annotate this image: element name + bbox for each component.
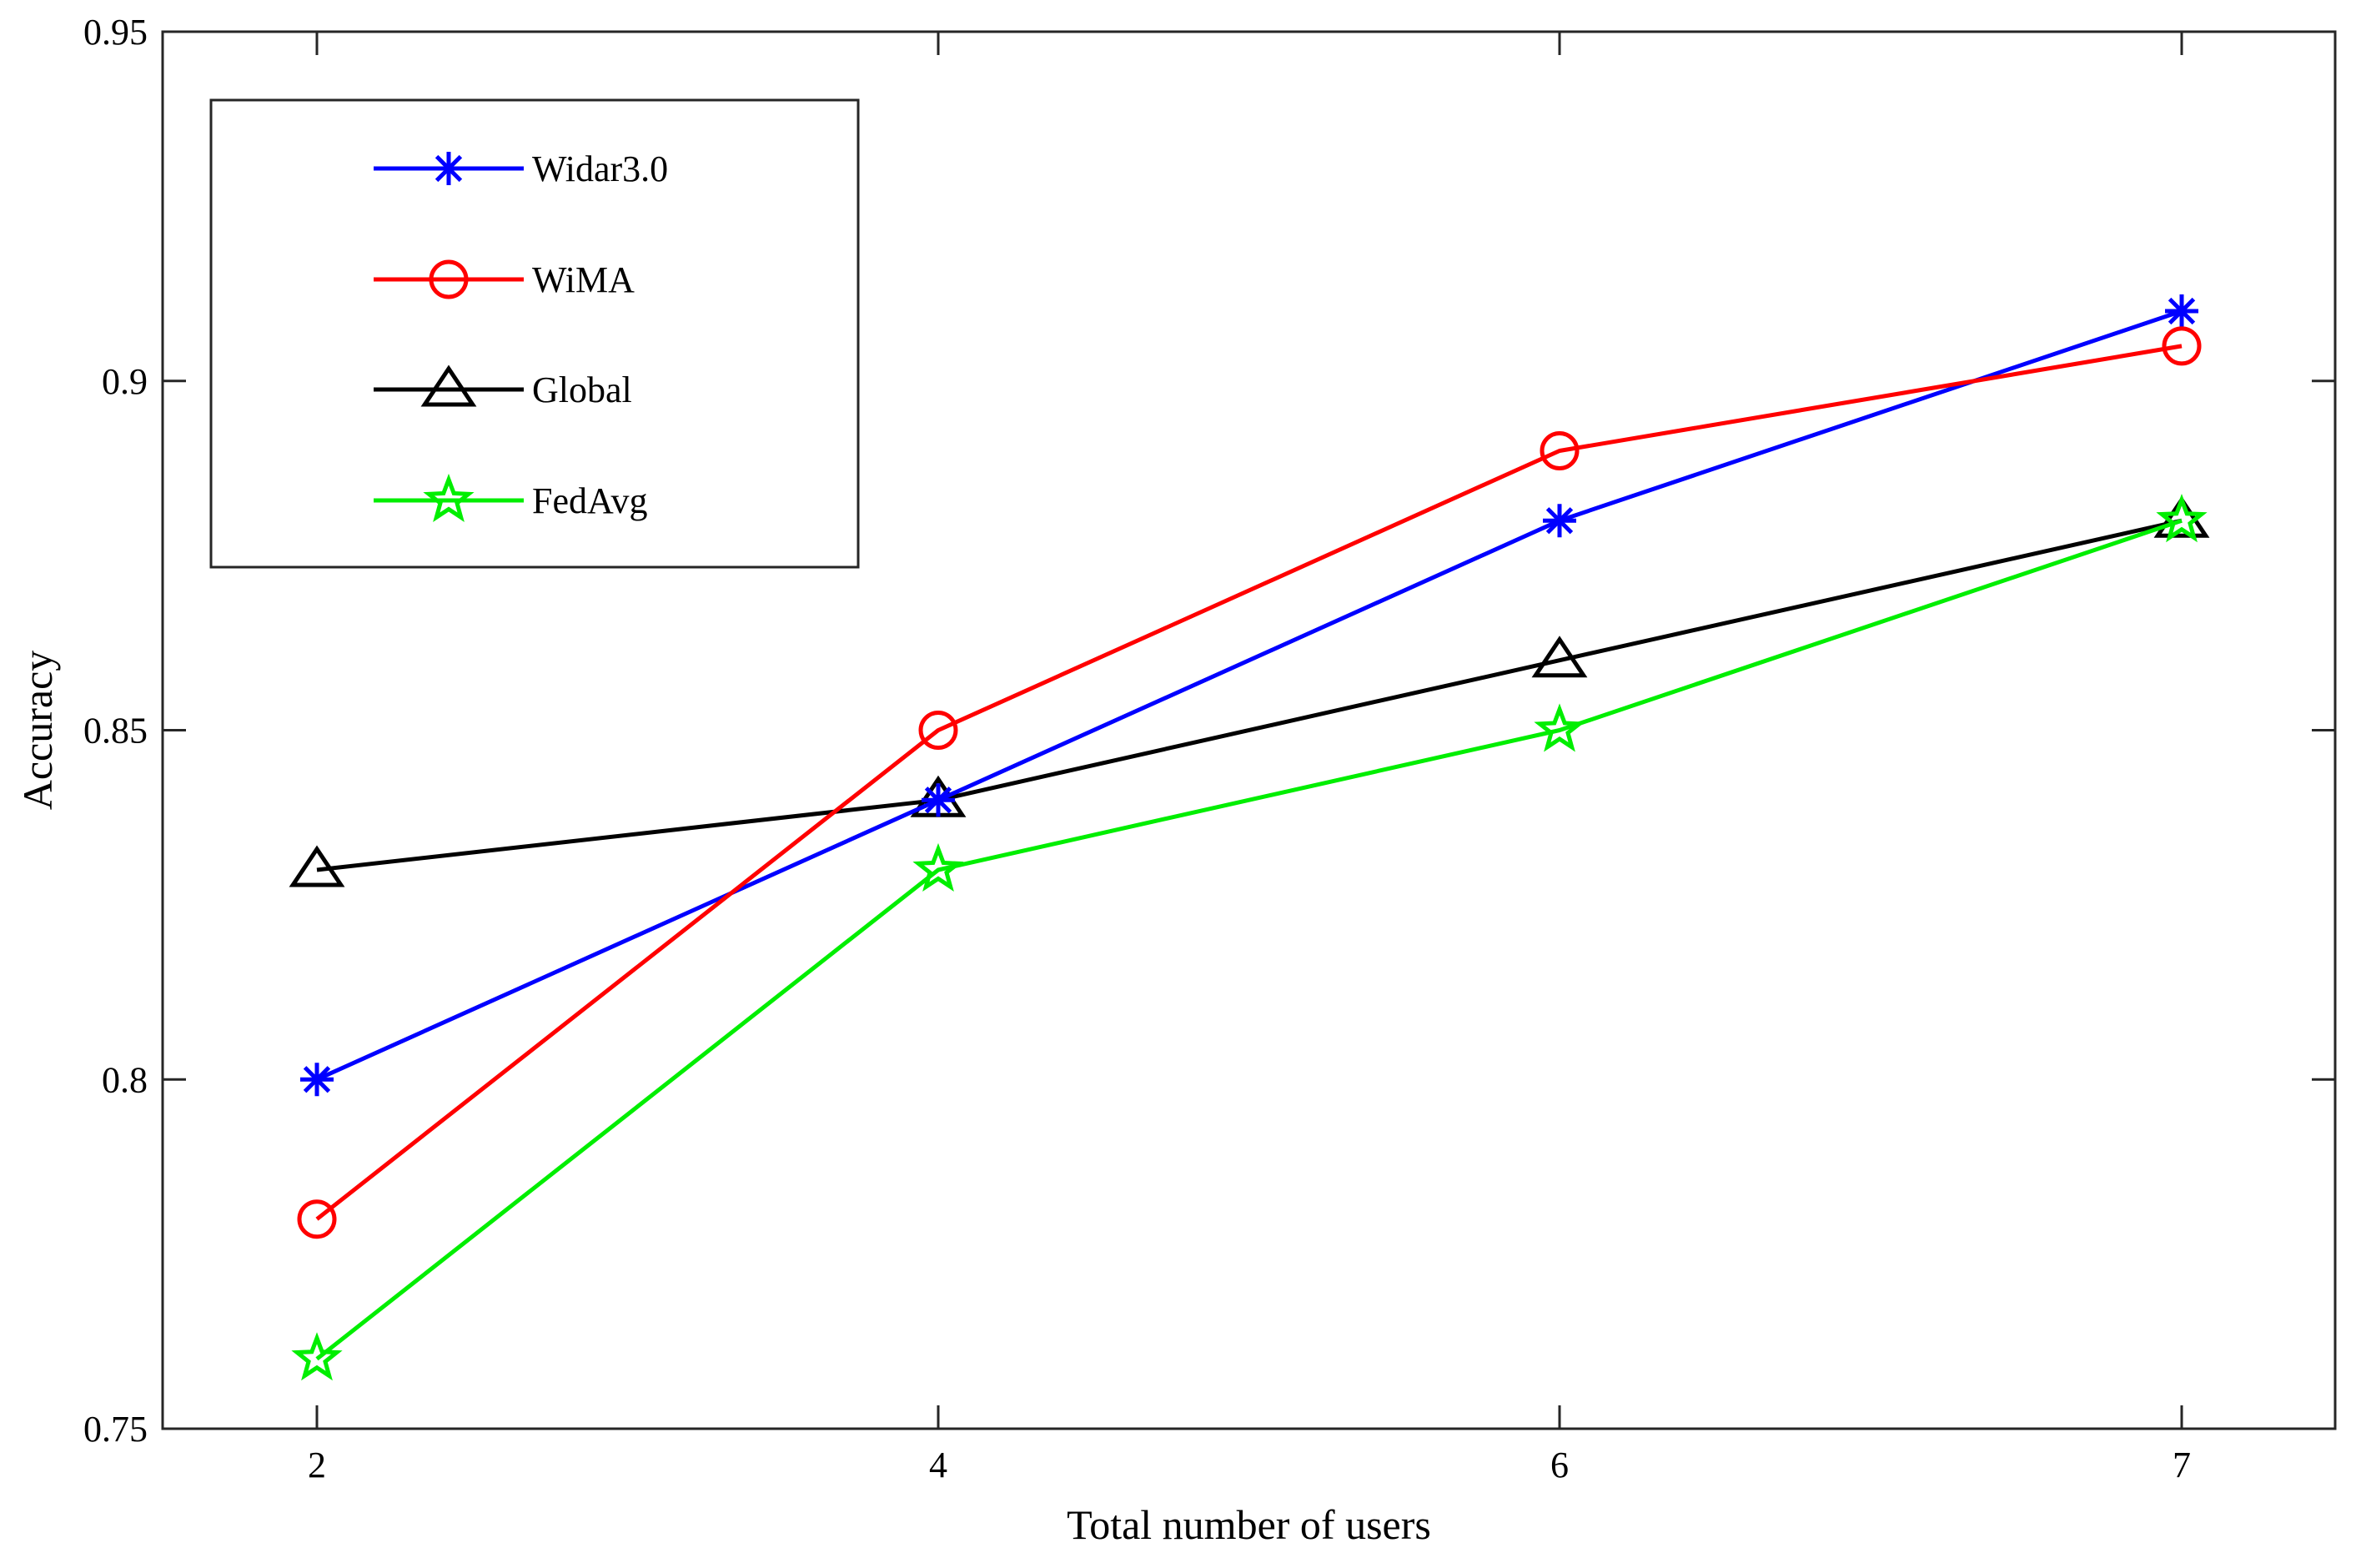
series-widar3-0 bbox=[300, 294, 2198, 1097]
legend-label: Global bbox=[532, 369, 632, 410]
data-point bbox=[912, 842, 964, 892]
legend-marker bbox=[429, 259, 469, 299]
y-tick-label: 0.75 bbox=[83, 1409, 148, 1450]
legend-item: Global bbox=[374, 364, 632, 410]
legend-marker bbox=[432, 152, 465, 185]
legend-box bbox=[209, 98, 860, 569]
x-tick-label: 7 bbox=[2173, 1445, 2191, 1485]
data-point bbox=[1543, 504, 1576, 538]
series-line bbox=[316, 518, 2183, 872]
series-fedavg bbox=[291, 494, 2208, 1381]
series-line bbox=[315, 344, 2183, 1221]
series-layer bbox=[289, 294, 2210, 1381]
y-tick-label: 0.95 bbox=[83, 12, 148, 53]
ticks-layer: 2 4 6 7 0.75 0.8 0.85 0.9 0.95 bbox=[83, 12, 2335, 1485]
data-point bbox=[918, 711, 958, 750]
data-point bbox=[289, 845, 345, 887]
legend-marker bbox=[420, 364, 477, 407]
y-tick-label: 0.8 bbox=[102, 1059, 148, 1100]
data-point bbox=[1540, 431, 1580, 470]
series-line bbox=[315, 309, 2183, 1082]
x-tick-label: 2 bbox=[308, 1445, 326, 1485]
data-point bbox=[2156, 494, 2208, 543]
data-point bbox=[2153, 495, 2210, 538]
legend-marker bbox=[423, 473, 475, 522]
data-point bbox=[291, 1332, 343, 1381]
legend-item: FedAvg bbox=[374, 473, 648, 522]
legend-item: Widar3.0 bbox=[374, 148, 668, 189]
legend-item: WiMA bbox=[374, 259, 635, 300]
y-tick-label: 0.85 bbox=[83, 711, 148, 751]
legend: Widar3.0 WiMA Global FedAvg bbox=[209, 98, 860, 569]
x-tick-label: 4 bbox=[929, 1445, 947, 1485]
series-wima bbox=[297, 326, 2202, 1239]
data-point bbox=[1531, 636, 1588, 678]
y-tick-label: 0.9 bbox=[102, 361, 148, 402]
data-point bbox=[300, 1063, 334, 1097]
series-line bbox=[315, 518, 2183, 1361]
data-point bbox=[2165, 294, 2198, 328]
legend-label: WiMA bbox=[532, 259, 635, 300]
data-point bbox=[297, 1199, 337, 1239]
data-point bbox=[1534, 703, 1585, 752]
x-tick-label: 6 bbox=[1550, 1445, 1569, 1485]
data-point bbox=[922, 783, 955, 817]
x-axis-label: Total number of users bbox=[1067, 1501, 1431, 1548]
data-point bbox=[2162, 326, 2202, 366]
y-axis-label: Accuracy bbox=[14, 651, 61, 811]
legend-label: FedAvg bbox=[532, 480, 648, 521]
legend-label: Widar3.0 bbox=[532, 148, 668, 189]
